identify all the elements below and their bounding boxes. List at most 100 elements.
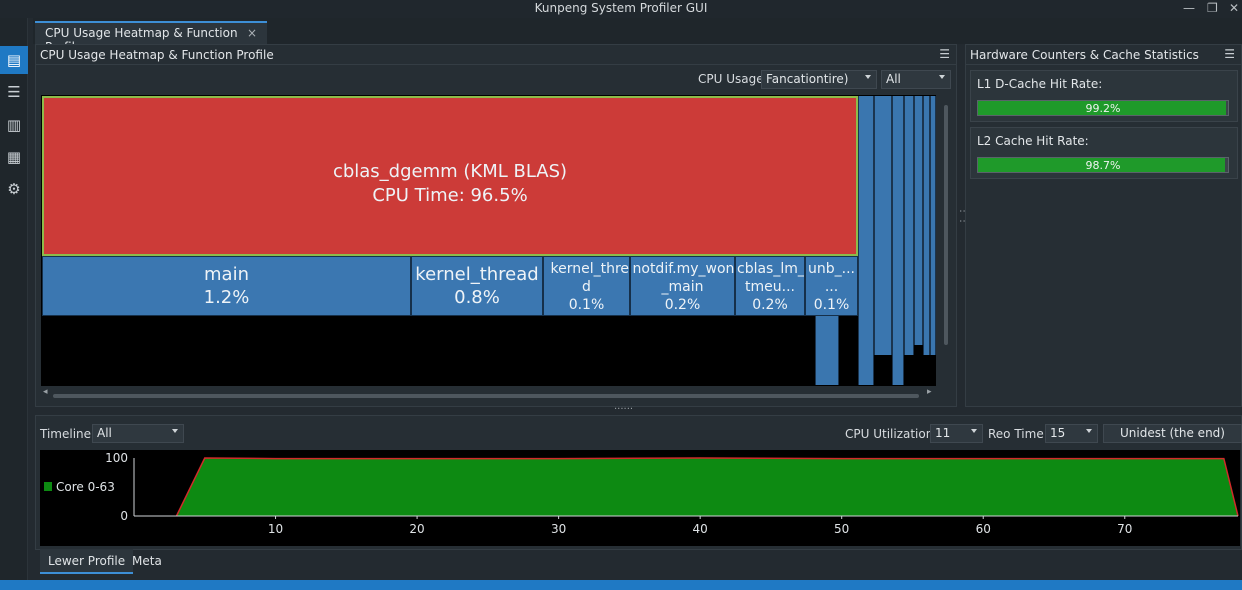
progress-fill [978,158,1225,172]
tab-meta[interactable]: Meta [132,554,162,568]
heatmap-cell-main[interactable]: main 1.2% [42,256,411,316]
heatmap-panel-title: CPU Usage Heatmap & Function Profile [40,48,274,62]
heatmap-vertical-scrollbar[interactable] [940,95,952,386]
heatmap-bar[interactable] [892,96,904,385]
cell-value: 0.1% [813,297,850,313]
heatmap-bar[interactable] [904,96,914,355]
list-icon[interactable]: ☰ [7,83,21,101]
cell-value: 0.1% [568,297,605,313]
reo-time-label: Reo Time: [988,427,1048,441]
x-tick-label: 50 [834,522,849,536]
cell-value: 0.2% [664,297,701,313]
cell-name: cblas_lm_ tmeu... [737,261,805,295]
cell-name: kernel_threa d [550,261,630,295]
heatmap-horizontal-scrollbar[interactable]: ◂ ▸ [41,387,934,400]
y-tick-label: 0 [120,509,128,523]
settings-gear-icon[interactable]: ⚙ [7,180,21,198]
cell-name: kernel_thread [415,264,539,285]
window-title: Kunpeng System Profiler GUI [534,1,708,15]
title-bar: Kunpeng System Profiler GUI — ❐ ✕ [0,0,1242,18]
l2-cache-card: L2 Cache Hit Rate: 98.7% [970,127,1238,179]
x-tick-label: 70 [1117,522,1132,536]
scroll-thumb[interactable] [944,105,948,345]
cpu-usage-select[interactable]: Fancationtire) [761,70,877,89]
x-tick-label: 60 [976,522,991,536]
cpu-utilization-label: CPU Utilization: [845,427,938,441]
hardware-panel-title: Hardware Counters & Cache Statistics [970,48,1199,62]
cell-name: main [204,264,249,285]
heatmap-bar[interactable] [858,96,874,385]
x-tick-label: 20 [409,522,424,536]
cpu-utilization-value: 11 [935,426,951,440]
chevron-down-icon [172,429,178,433]
heatmap: cblas_dgemm (KML BLAS) CPU Time: 96.5% m… [41,95,936,386]
hardware-panel-header: Hardware Counters & Cache Statistics ☰ [966,45,1241,65]
cell-value: 0.8% [454,287,500,308]
heatmap-panel-header: CPU Usage Heatmap & Function Profile ☰ [36,45,956,65]
tab-lewer-profile[interactable]: Lewer Profile [40,549,134,574]
legend-label: Core 0-63 [56,480,115,494]
hamburger-menu-icon[interactable]: ☰ [1224,47,1235,61]
unidest-button[interactable]: Unidest (the end) [1103,424,1242,443]
x-tick-label: 30 [551,522,566,536]
heatmap-bar[interactable] [815,316,839,385]
hamburger-menu-icon[interactable]: ☰ [939,47,950,61]
close-tab-icon[interactable]: × [246,26,257,40]
progress-fill [978,101,1226,115]
stat-label: L1 D-Cache Hit Rate: [977,77,1103,91]
heatmap-cell-kernel-thread-2[interactable]: kernel_threa d 0.1% [543,256,630,316]
close-window-icon[interactable]: ✕ [1229,1,1240,15]
heatmap-cell-cblas-lm[interactable]: cblas_lm_ tmeu... 0.2% [735,256,805,316]
heatmap-cell-cblas-dgemm[interactable]: cblas_dgemm (KML BLAS) CPU Time: 96.5% [42,96,858,256]
legend-swatch [44,482,52,491]
tab-bar: CPU Usage Heatmap & Function Profile × [33,18,1242,54]
cell-value: 1.2% [203,287,250,308]
tab-heatmap[interactable]: CPU Usage Heatmap & Function Profile × [35,21,267,54]
memory-icon[interactable]: ▦ [6,148,22,166]
cell-name: unb_... ... [808,261,855,295]
heatmap-cell-kernel-thread[interactable]: kernel_thread 0.8% [411,256,543,316]
x-tick-label: 10 [268,522,283,536]
utilization-line [175,457,1239,517]
x-tick-label: 40 [693,522,708,536]
stat-label: L2 Cache Hit Rate: [977,134,1089,148]
cell-name: cblas_dgemm (KML BLAS) [332,161,568,182]
reo-time-value: 15 [1050,426,1066,440]
heatmap-bar[interactable] [874,96,892,355]
minimize-icon[interactable]: — [1183,1,1195,15]
timeline-select-value: All [97,426,112,440]
chevron-down-icon [865,75,871,79]
restore-icon[interactable]: ❐ [1207,1,1218,15]
horizontal-splitter-handle[interactable]: ······ [614,404,634,415]
heatmap-bar[interactable] [914,96,923,345]
cell-value: CPU Time: 96.5% [372,185,528,206]
scroll-right-icon[interactable]: ▸ [927,387,932,397]
heatmap-cell-unb[interactable]: unb_... ... 0.1% [805,256,858,316]
dashboard-icon[interactable]: ▤ [0,46,28,74]
timeline-select[interactable]: All [92,424,184,443]
filter-select-value: All [886,72,901,86]
cpu-utilization-select[interactable]: 11 [930,424,983,443]
heatmap-cell-notdif[interactable]: notdif.my_wont _main 0.2% [630,256,735,316]
scroll-thumb[interactable] [53,394,919,398]
reo-time-select[interactable]: 15 [1045,424,1098,443]
utilization-area [176,458,1238,516]
stat-value: 99.2% [1085,102,1121,115]
stat-value: 98.7% [1085,159,1121,172]
filter-select[interactable]: All [881,70,951,89]
timeline-label: Timeline: [40,427,96,441]
chevron-down-icon [1086,429,1092,433]
heatmap-bar[interactable] [923,96,930,355]
chevron-down-icon [939,75,945,79]
chart-icon[interactable]: ▥ [6,116,22,134]
scroll-left-icon[interactable]: ◂ [43,387,48,397]
l2-hit-rate-bar: 98.7% [977,157,1229,173]
heatmap-bar[interactable] [930,96,936,355]
vertical-splitter-handle[interactable]: ⋮⋮ [958,206,969,226]
cpu-usage-select-value: Fancationtire) [766,72,849,86]
l1-cache-card: L1 D-Cache Hit Rate: 99.2% [970,70,1238,122]
cell-value: 0.2% [752,297,788,313]
cell-name: notdif.my_wont _main [632,261,735,295]
activity-bar: ▤ ☰ ▥ ▦ ⚙ [0,18,28,580]
